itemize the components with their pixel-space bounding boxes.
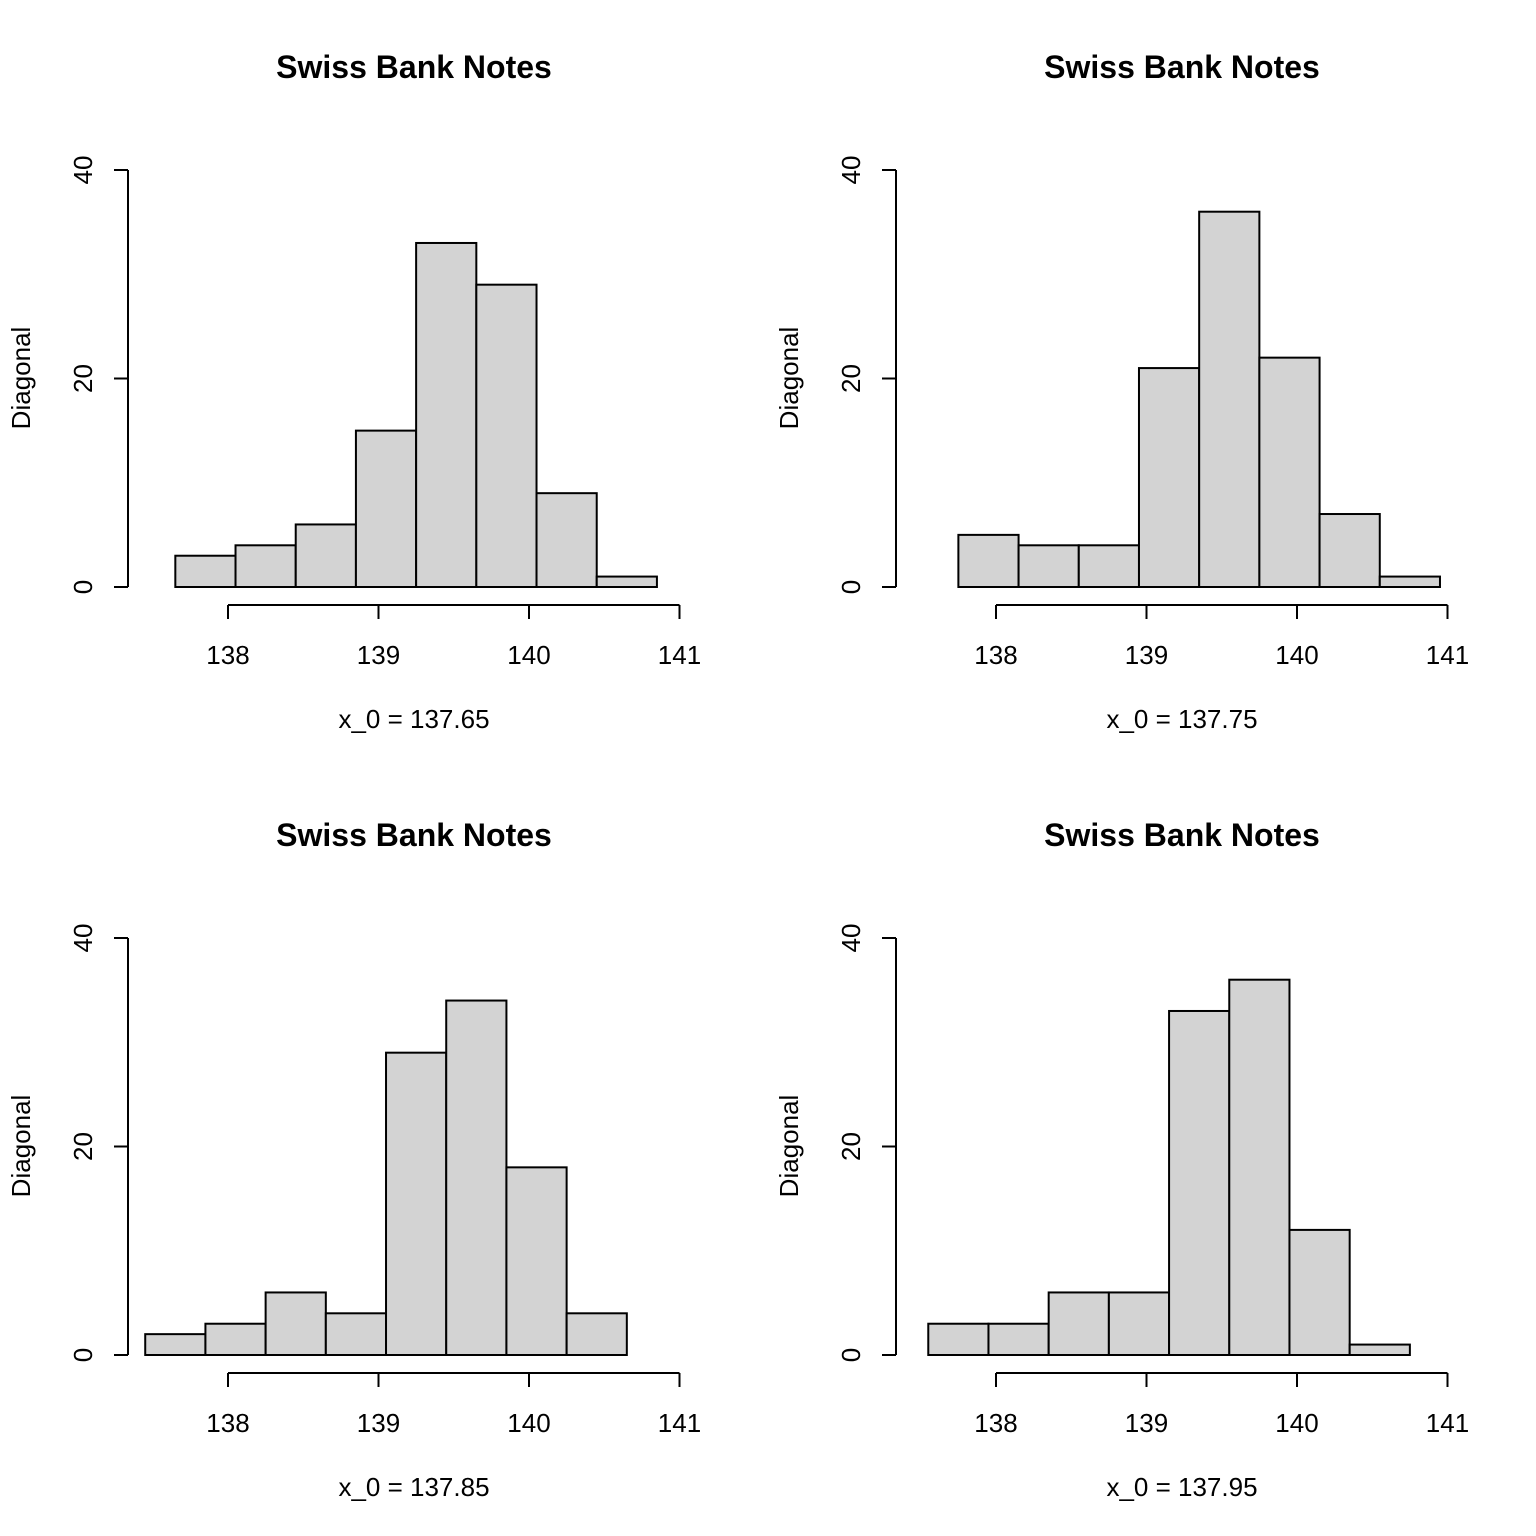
x-tick-label: 138 [206, 1408, 249, 1438]
x-tick-label: 141 [658, 1408, 701, 1438]
x-tick-label: 138 [206, 640, 249, 670]
chart-title: Swiss Bank Notes [276, 49, 552, 85]
y-tick-label: 20 [836, 364, 866, 393]
histogram-bar [294, 523, 357, 589]
histogram-bar [1348, 1343, 1411, 1357]
y-tick-label: 20 [68, 364, 98, 393]
x-tick-label: 139 [357, 1408, 400, 1438]
histogram-bar [927, 1322, 990, 1356]
x-tick-label: 141 [1426, 640, 1469, 670]
histogram-bar [535, 492, 598, 588]
chart-title: Swiss Bank Notes [1044, 49, 1320, 85]
histogram-bar [595, 575, 658, 589]
y-tick-label: 0 [836, 580, 866, 594]
x-tick-label: 141 [1426, 1408, 1469, 1438]
y-tick-label: 0 [68, 1348, 98, 1362]
histogram-panel-3: Swiss Bank Notes 0 20 40 138 139 140 141 x_0 = 1… [6, 817, 701, 1502]
histogram-bar [1318, 513, 1381, 589]
histogram-bar [445, 999, 508, 1357]
histogram-bar [324, 1312, 388, 1356]
histogram-bar [1228, 978, 1291, 1356]
histogram-bar [234, 544, 297, 588]
y-tick-label: 0 [68, 580, 98, 594]
y-tick-label: 20 [836, 1132, 866, 1161]
histogram-bar [1378, 575, 1441, 589]
x-tick-label: 139 [1125, 1408, 1168, 1438]
y-tick-label: 0 [836, 1348, 866, 1362]
histogram-bar [1077, 544, 1140, 588]
histogram-bar [1168, 1009, 1231, 1356]
x-tick-label: 138 [974, 640, 1017, 670]
bars [927, 978, 1411, 1357]
histogram-bar [174, 554, 237, 588]
histogram-bar [354, 429, 418, 588]
chart-title: Swiss Bank Notes [1044, 817, 1320, 853]
histogram-bar [385, 1051, 448, 1356]
histogram-bar [565, 1312, 628, 1356]
x-tick-label: 138 [974, 1408, 1017, 1438]
x-tick-label: 140 [507, 1408, 550, 1438]
x-tick-label: 140 [507, 640, 550, 670]
x-axis-label: x_0 = 137.85 [338, 1472, 489, 1502]
x-axis-label: x_0 = 137.75 [1106, 704, 1257, 734]
histogram-bar [987, 1322, 1050, 1356]
y-tick-label: 20 [68, 1132, 98, 1161]
y-tick-label: 40 [68, 156, 98, 185]
histogram-bar [1258, 356, 1321, 588]
histogram-bar [475, 283, 538, 588]
x-tick-label: 139 [1125, 640, 1168, 670]
y-axis-label: Diagonal [6, 1095, 36, 1198]
x-tick-label: 140 [1275, 640, 1318, 670]
bars [957, 210, 1441, 589]
bars [174, 241, 658, 589]
histogram-bar [505, 1166, 568, 1356]
histogram-panel-2: Swiss Bank Notes 0 20 40 138 139 140 141 x_0 = 1… [774, 49, 1469, 734]
histogram-panel-1: Swiss Bank Notes 0 20 40 138 139 140 141 x_0 = 1… [6, 49, 701, 734]
x-axis-label: x_0 = 137.65 [338, 704, 489, 734]
x-axis-label: x_0 = 137.95 [1106, 1472, 1257, 1502]
y-tick-label: 40 [68, 924, 98, 953]
histogram-bar [957, 533, 1020, 588]
histogram-panel-4: Swiss Bank Notes 0 20 40 138 139 140 141 x_0 = 1… [774, 817, 1469, 1502]
histogram-bar [1107, 1291, 1171, 1357]
histogram-bar [1198, 210, 1261, 588]
histogram-bar [1137, 367, 1201, 589]
histogram-bar [144, 1333, 207, 1357]
y-tick-label: 40 [836, 924, 866, 953]
chart-title: Swiss Bank Notes [276, 817, 552, 853]
histogram-bar [264, 1291, 327, 1357]
y-tick-label: 40 [836, 156, 866, 185]
x-tick-label: 139 [357, 640, 400, 670]
histogram-bar [1047, 1291, 1110, 1357]
y-axis-label: Diagonal [6, 327, 36, 430]
histogram-bar [415, 241, 478, 588]
histogram-bar [1017, 544, 1080, 588]
histogram-bar [204, 1322, 267, 1356]
bars [144, 999, 628, 1357]
x-tick-label: 141 [658, 640, 701, 670]
y-axis-label: Diagonal [774, 1095, 804, 1198]
y-axis-label: Diagonal [774, 327, 804, 430]
histogram-bar [1288, 1228, 1351, 1356]
x-tick-label: 140 [1275, 1408, 1318, 1438]
